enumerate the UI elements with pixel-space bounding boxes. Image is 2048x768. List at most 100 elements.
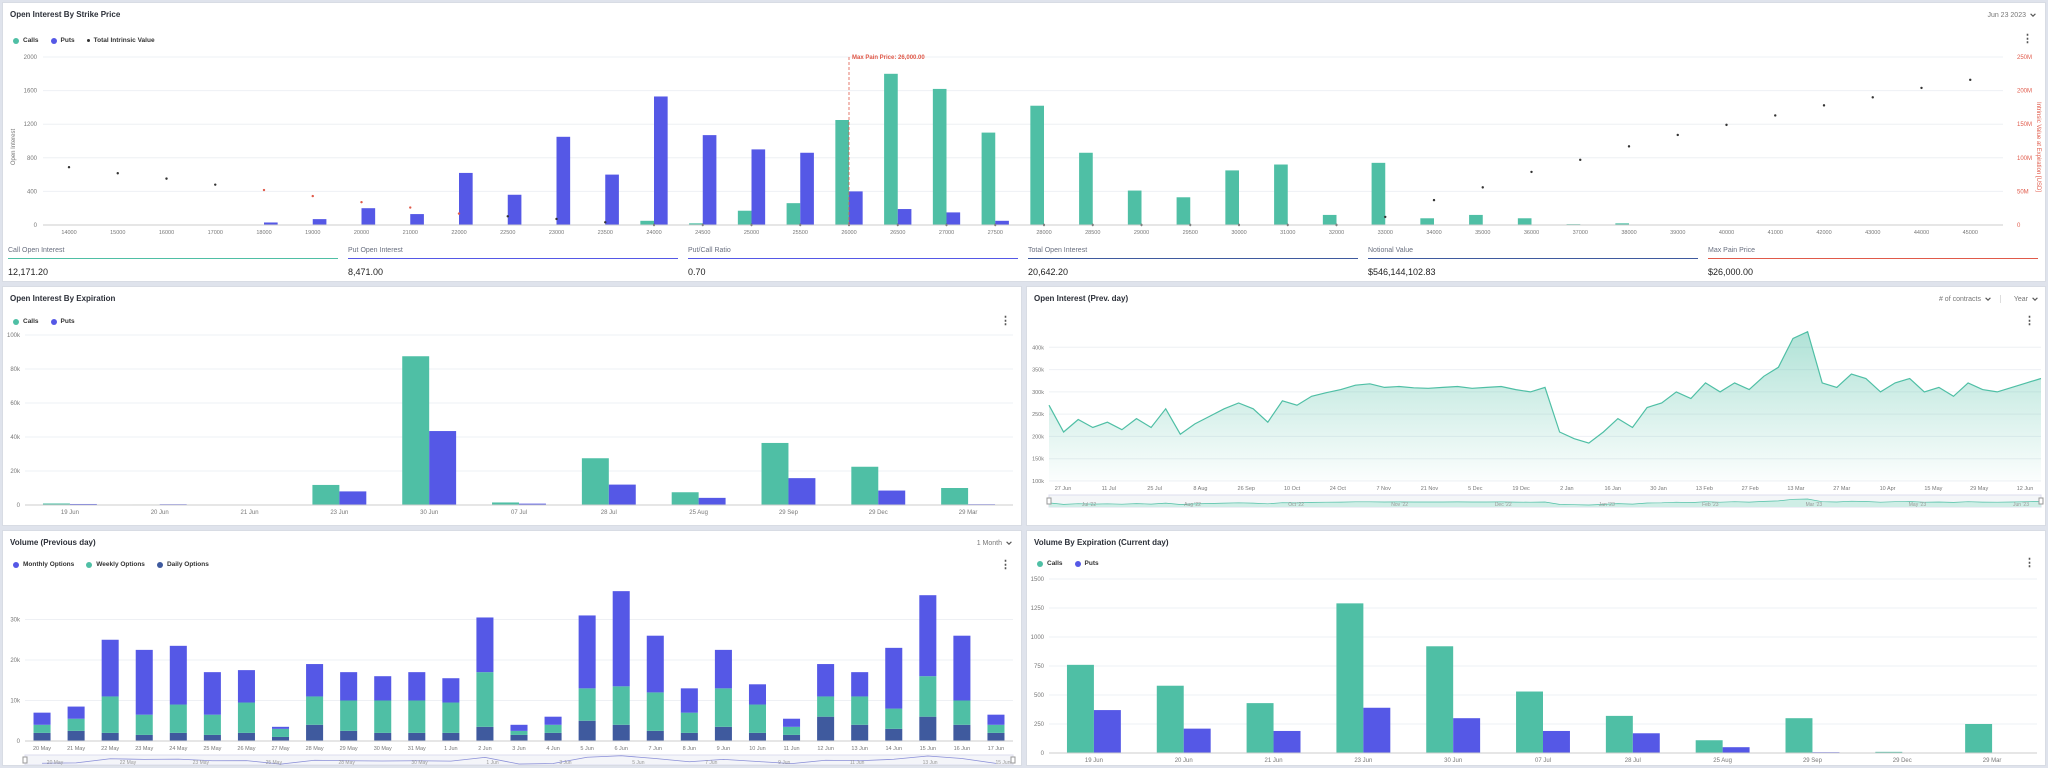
- more-options-icon[interactable]: ⋮: [2024, 557, 2035, 569]
- legend-label: Puts: [60, 37, 75, 44]
- x-tick-label: 21 Jun: [241, 510, 259, 516]
- x-tick-label: 8 Aug: [1193, 486, 1207, 492]
- more-options-icon[interactable]: ⋮: [2024, 315, 2035, 327]
- x-tick-label: 16000: [159, 230, 174, 236]
- legend-item-calls[interactable]: Calls: [13, 37, 39, 44]
- weekly-bar: [33, 724, 51, 733]
- calls-bar: [312, 484, 340, 505]
- x-tick-label: 27500: [988, 230, 1003, 236]
- daily-bar: [851, 724, 869, 741]
- daily-bar: [953, 724, 971, 741]
- intrinsic-point: [1920, 86, 1923, 90]
- x-tick-label: 25000: [744, 230, 759, 236]
- monthly-bar: [476, 617, 494, 673]
- puts-bar: [849, 191, 863, 225]
- x-tick-label: 25 Jul: [1147, 486, 1162, 492]
- daily-bar: [442, 732, 460, 741]
- x-tick-label: 27 Feb: [1742, 486, 1759, 492]
- calls-bar: [884, 73, 898, 225]
- y-tick-label: 1000: [1031, 635, 1045, 641]
- calls-bar: [786, 203, 801, 225]
- puts-swatch: [50, 37, 57, 44]
- intrinsic-point: [1579, 158, 1582, 162]
- weekly-bar: [306, 696, 324, 725]
- puts-bar: [1093, 710, 1121, 753]
- daily-bar: [885, 728, 903, 741]
- intrinsic-swatch: [86, 39, 90, 42]
- navigator-tick-label: Oct '22: [1288, 502, 1304, 508]
- daily-bar: [374, 732, 392, 741]
- stat-4: Notional Value $546,144,102.83: [1368, 247, 1698, 277]
- x-tick-label: 21 Jun: [1265, 758, 1283, 764]
- stat-0: Call Open Interest 12,171.20: [8, 247, 338, 277]
- legend-item-calls[interactable]: Calls: [1037, 560, 1063, 567]
- stat-divider: [348, 258, 678, 259]
- more-options-icon[interactable]: ⋮: [1000, 315, 1011, 327]
- x-tick-label: 14000: [61, 230, 76, 236]
- x-tick-label: 17000: [208, 230, 223, 236]
- x-tick-label: 23 Jun: [330, 510, 348, 516]
- legend-item-puts[interactable]: Puts: [50, 37, 75, 44]
- puts-bar: [1453, 718, 1481, 753]
- daily-bar: [340, 730, 358, 741]
- x-tick-label: 28 Jul: [1625, 758, 1641, 764]
- x-tick-label: 7 Jun: [649, 746, 662, 752]
- puts-bar: [1363, 707, 1391, 753]
- legend-item-calls[interactable]: Calls: [13, 318, 39, 325]
- legend-item-intrinsic[interactable]: Total Intrinsic Value: [86, 37, 155, 44]
- calls-bar: [1176, 197, 1191, 225]
- calls-bar: [1517, 218, 1532, 225]
- calls-bar: [1695, 740, 1723, 753]
- more-options-icon[interactable]: ⋮: [2022, 33, 2033, 45]
- daily-bar: [476, 726, 494, 741]
- y-tick-label: 400k: [1032, 345, 1044, 351]
- legend-item-monthly[interactable]: Monthly Options: [13, 561, 74, 568]
- navigator-tick-label: 20 May: [47, 760, 64, 765]
- weekly-bar: [544, 724, 562, 733]
- y-tick-label: 20k: [10, 469, 21, 475]
- legend-item-puts[interactable]: Puts: [50, 318, 75, 325]
- dropdown-label: Year: [2013, 295, 2028, 303]
- x-tick-label: 24500: [695, 230, 710, 236]
- x-tick-label: 23 Jun: [1354, 758, 1372, 764]
- y2-tick-label: 50M: [2017, 189, 2029, 195]
- puts-bar: [702, 135, 717, 225]
- daily-bar: [203, 734, 221, 741]
- daily-bar: [101, 732, 119, 741]
- y-tick-label: 350k: [1032, 368, 1044, 374]
- legend-item-daily[interactable]: Daily Options: [156, 561, 209, 568]
- y-tick-label: 250k: [1032, 412, 1044, 418]
- range-dropdown[interactable]: Year: [2014, 295, 2039, 303]
- period-dropdown[interactable]: 1 Month: [977, 539, 1013, 547]
- max-pain-label: Max Pain Price: 26,000.00: [852, 55, 925, 61]
- daily-bar: [612, 724, 630, 741]
- intrinsic-point: [262, 188, 266, 192]
- y-tick-label: 0: [1041, 751, 1045, 757]
- date-dropdown[interactable]: Jun 23 2023: [1987, 11, 2037, 19]
- x-tick-label: 13 Jun: [851, 746, 868, 752]
- y-tick-label: 250: [1034, 722, 1045, 728]
- more-options-icon[interactable]: ⋮: [1000, 559, 1011, 571]
- contracts-dropdown[interactable]: # of contracts: [1939, 295, 2001, 303]
- monthly-bar: [987, 714, 1005, 725]
- navigator-tick-label: Jul '22: [1082, 502, 1097, 508]
- panel-title: Volume By Expiration (Current day): [1034, 538, 1169, 547]
- monthly-bar: [33, 712, 51, 725]
- y-tick-label: 1250: [1031, 606, 1045, 612]
- x-tick-label: 30 Jan: [1650, 486, 1667, 492]
- navigator-tick-label: Mar '23: [1806, 502, 1823, 508]
- prevday-panel: Open Interest (Prev. day) # of contracts…: [1026, 286, 2046, 526]
- daily-bar: [237, 732, 255, 741]
- legend-item-puts[interactable]: Puts: [1074, 560, 1099, 567]
- x-tick-label: 35000: [1475, 230, 1490, 236]
- legend-item-weekly[interactable]: Weekly Options: [86, 561, 145, 568]
- weekly-bar: [272, 728, 290, 737]
- stat-label: Put Open Interest: [348, 247, 403, 254]
- x-tick-label: 27 Mar: [1833, 486, 1850, 492]
- intrinsic-point: [506, 215, 509, 218]
- x-tick-label: 44000: [1914, 230, 1929, 236]
- x-tick-label: 37000: [1573, 230, 1588, 236]
- x-tick-label: 23500: [598, 230, 613, 236]
- stat-divider: [1368, 258, 1698, 259]
- weekly-bar: [987, 724, 1005, 733]
